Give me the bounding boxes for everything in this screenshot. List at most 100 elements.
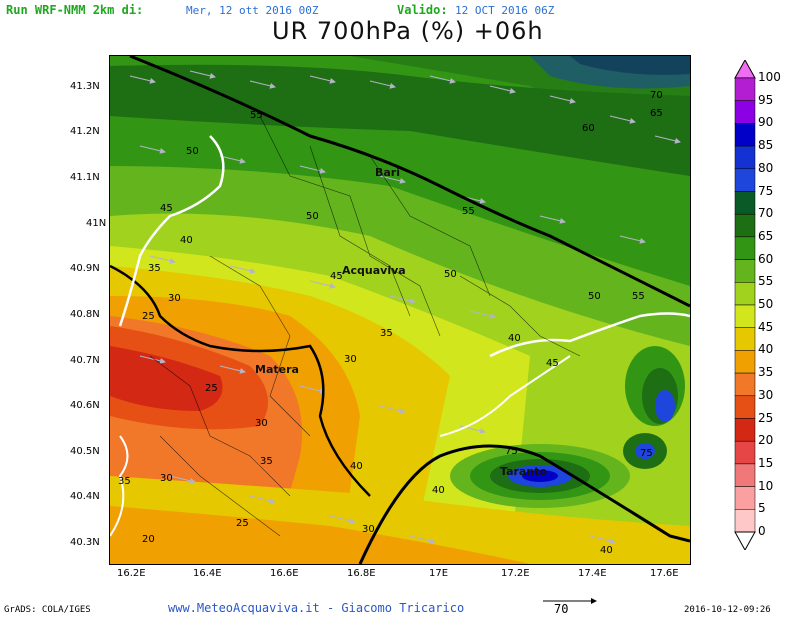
city-acquaviva: Acquaviva [342, 264, 406, 277]
colorbar-cell [734, 123, 756, 147]
colorbar-cell [734, 395, 756, 419]
x-label: 17.6E [650, 568, 679, 579]
contour-label: 75 [505, 446, 518, 457]
colorbar-label: 55 [758, 274, 774, 289]
colorbar-label: 70 [758, 206, 774, 221]
y-label: 40.9N [70, 263, 100, 274]
colorbar-label: 50 [758, 297, 774, 311]
contour-label: 60 [582, 123, 595, 134]
valid-label: Valido: [397, 3, 448, 17]
y-label: 40.6N [70, 400, 100, 411]
contour-label: 35 [118, 476, 131, 487]
colorbar-label: 60 [758, 251, 774, 266]
x-label: 16.4E [193, 568, 222, 579]
colorbar-cell [734, 372, 756, 397]
contour-label: 55 [632, 291, 645, 302]
y-label: 40.3N [70, 537, 100, 548]
contour-label: 30 [255, 418, 268, 429]
run-label: Run WRF-NMM 2km di: [6, 3, 144, 17]
x-label: 16.8E [347, 568, 376, 579]
x-label: 16.2E [117, 568, 146, 579]
region-border [110, 264, 371, 497]
y-label: 41.3N [70, 81, 100, 92]
coastline-adriatic [129, 56, 690, 308]
contour-label: 50 [186, 146, 199, 157]
contour-label: 65 [650, 108, 663, 119]
wind-vectors [129, 70, 681, 544]
colorbar-label: 100 [758, 70, 781, 84]
x-label: 17.2E [501, 568, 530, 579]
grads-credit: GrADS: COLA/IGES [4, 605, 91, 615]
map-title: UR 700hPa (%) +06h [272, 17, 544, 45]
colorbar-label: 95 [758, 92, 774, 107]
colorbar-top-arrow [734, 60, 756, 79]
colorbar-cell [734, 440, 756, 465]
colorbar-cell [734, 168, 756, 192]
municipality-borders [149, 115, 581, 537]
colorbar-cell [734, 236, 756, 260]
x-label: 16.6E [270, 568, 299, 579]
timestamp: 2016-10-12-09:26 [684, 605, 771, 615]
colorbar-label: 5 [758, 501, 766, 516]
city-matera: Matera [255, 363, 299, 376]
contour-label: 30 [160, 473, 173, 484]
contour-label: 40 [350, 461, 363, 472]
contour-label: 35 [380, 328, 393, 339]
contour-label: 50 [588, 291, 601, 302]
colorbar-cell [734, 463, 756, 487]
run-date: Mer, 12 ott 2016 00Z [186, 4, 319, 17]
colorbar-cell [734, 327, 756, 351]
province-border [118, 135, 225, 327]
contour-label: 50 [444, 269, 457, 280]
contour-label: 25 [236, 518, 249, 529]
contour-label: 40 [508, 333, 521, 344]
colorbar-label: 0 [758, 524, 766, 538]
colorbar [734, 60, 756, 550]
coastline-ionian [358, 444, 690, 564]
colorbar-label: 85 [758, 138, 774, 153]
city-bari: Bari [375, 166, 400, 179]
colorbar-cell [734, 213, 756, 238]
contour-label: 55 [462, 206, 475, 217]
colorbar-cell [734, 282, 756, 306]
y-label: 40.5N [70, 446, 100, 457]
contour-label: 45 [330, 271, 343, 282]
colorbar-label: 10 [758, 478, 774, 493]
y-label: 40.8N [70, 309, 100, 320]
contour-label: 30 [168, 293, 181, 304]
colorbar-cell [734, 509, 756, 533]
site-credit: www.MeteoAcquaviva.it - Giacomo Tricaric… [168, 601, 465, 615]
valid-date: 12 OCT 2016 06Z [455, 4, 555, 17]
colorbar-cell [734, 191, 756, 215]
contour-label: 35 [260, 456, 273, 467]
y-label: 41N [86, 218, 107, 229]
colorbar-label: 45 [758, 319, 774, 334]
colorbar-label: 75 [758, 183, 774, 198]
contour-label: 40 [432, 485, 445, 496]
vector-reference-arrow-icon [543, 598, 597, 604]
colorbar-cell [734, 486, 756, 510]
vector-reference-value: 70 [554, 602, 569, 616]
y-label: 40.7N [70, 355, 100, 366]
humidity-map: Bari Acquaviva Matera Taranto 70 65 60 5… [110, 56, 690, 564]
colorbar-label: 90 [758, 115, 774, 130]
contour-label: 70 [650, 90, 663, 101]
colorbar-cell [734, 145, 756, 170]
colorbar-label: 65 [758, 228, 774, 243]
contour-label: 40 [600, 545, 613, 556]
colorbar-cell [734, 350, 756, 374]
contour-label: 25 [205, 383, 218, 394]
colorbar-label: 40 [758, 342, 774, 357]
colorbar-cell [734, 259, 756, 283]
colorbar-label: 20 [758, 433, 774, 448]
contour-label: 35 [148, 263, 161, 274]
contour-label: 50 [306, 211, 319, 222]
city-taranto: Taranto [500, 465, 547, 478]
y-label: 40.4N [70, 491, 100, 502]
contour-label: 25 [142, 311, 155, 322]
map-panel: Bari Acquaviva Matera Taranto 70 65 60 5… [109, 55, 691, 565]
x-label: 17.4E [578, 568, 607, 579]
contour-label: 30 [362, 524, 375, 535]
colorbar-label: 35 [758, 365, 774, 380]
colorbar-label: 80 [758, 160, 774, 175]
